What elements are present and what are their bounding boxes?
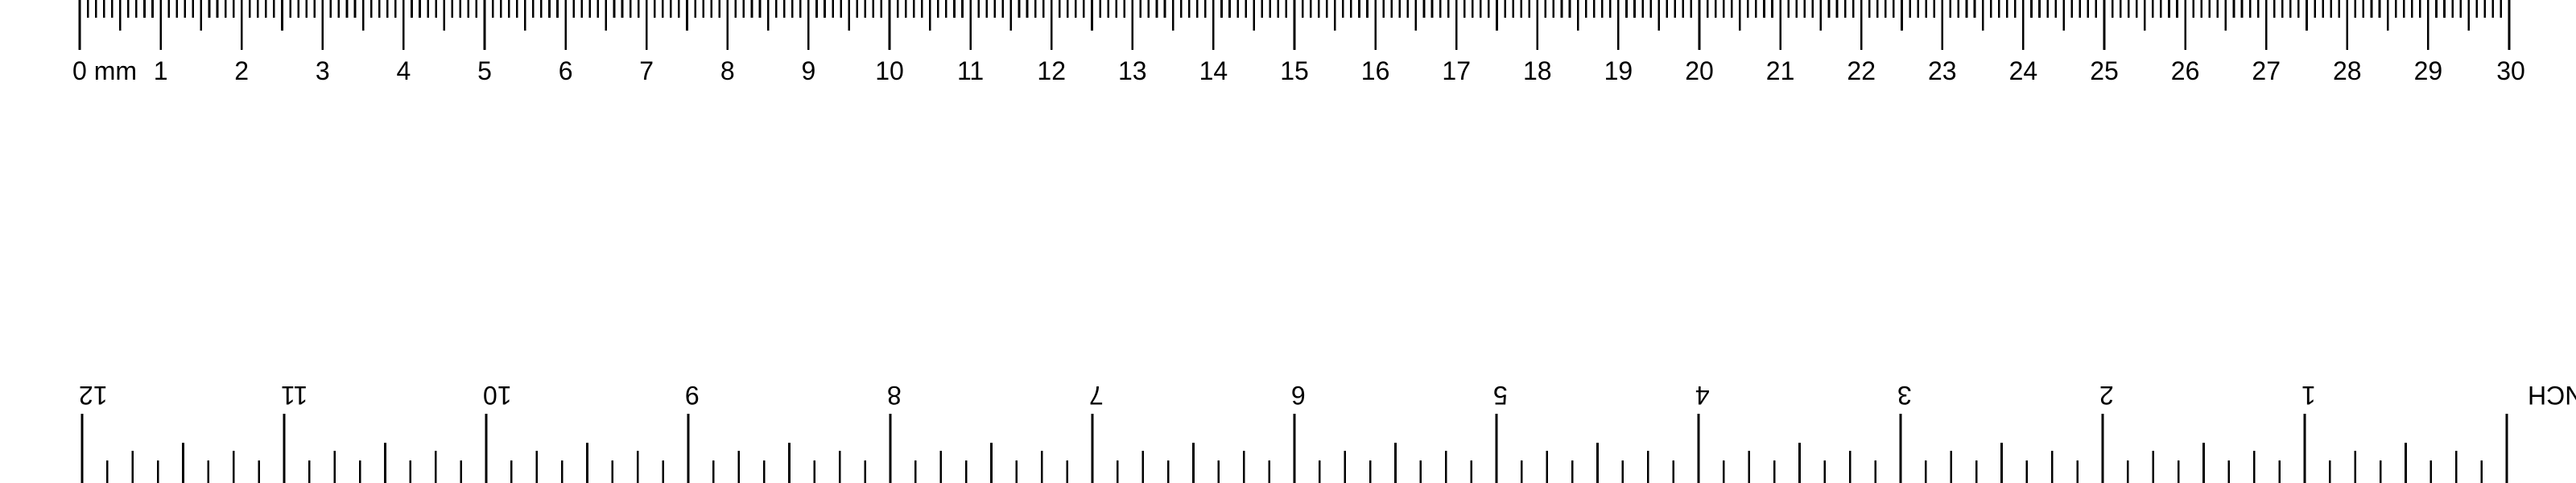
metric-cm-label: 11 xyxy=(957,56,984,85)
inch-ticks xyxy=(80,414,2508,483)
metric-cm-label: 6 xyxy=(559,56,573,85)
metric-cm-label: 27 xyxy=(2252,56,2281,85)
metric-cm-label: 2 xyxy=(234,56,249,85)
inch-label: 9 xyxy=(685,381,700,410)
metric-cm-label: 20 xyxy=(1685,56,1714,85)
inch-label: 11 xyxy=(281,381,308,410)
metric-cm-label: 9 xyxy=(802,56,816,85)
inch-unit-label: 0 INCH xyxy=(2528,381,2576,410)
metric-labels: 1 2 3 4 5 6 7 8 9 10 11 12 13 14 15 16 17 18 19 20 21 22 23 24 2… xyxy=(154,56,2525,85)
metric-cm-label: 26 xyxy=(2171,56,2200,85)
inch-label: 7 xyxy=(1089,381,1104,410)
metric-cm-label: 29 xyxy=(2414,56,2443,85)
inch-label: 10 xyxy=(483,381,512,410)
metric-cm-label: 18 xyxy=(1523,56,1552,85)
metric-cm-label: 10 xyxy=(875,56,904,85)
metric-cm-label: 21 xyxy=(1766,56,1795,85)
metric-cm-label: 22 xyxy=(1847,56,1876,85)
metric-cm-label: 19 xyxy=(1604,56,1633,85)
metric-cm-label: 23 xyxy=(1928,56,1957,85)
metric-cm-label: 28 xyxy=(2333,56,2362,85)
metric-cm-label: 5 xyxy=(477,56,492,85)
inch-label: 8 xyxy=(887,381,902,410)
metric-cm-label: 24 xyxy=(2009,56,2038,85)
metric-cm-label: 7 xyxy=(639,56,654,85)
metric-cm-label: 8 xyxy=(720,56,735,85)
metric-cm-label: 30 xyxy=(2496,56,2525,85)
metric-cm-label: 4 xyxy=(397,56,411,85)
metric-cm-label: 14 xyxy=(1199,56,1228,85)
metric-cm-label: 12 xyxy=(1037,56,1066,85)
metric-cm-label: 3 xyxy=(316,56,330,85)
metric-ticks xyxy=(78,0,2511,50)
inch-label: 4 xyxy=(1695,381,1710,410)
inch-label: 3 xyxy=(1897,381,1912,410)
metric-cm-label: 17 xyxy=(1442,56,1471,85)
inch-label: 2 xyxy=(2099,381,2114,410)
metric-cm-label: 1 xyxy=(154,56,168,85)
inch-label: 12 xyxy=(79,381,108,410)
metric-cm-label: 13 xyxy=(1118,56,1147,85)
inch-label: 1 xyxy=(2301,381,2316,410)
inch-label: 6 xyxy=(1291,381,1306,410)
metric-cm-label: 16 xyxy=(1361,56,1390,85)
metric-unit-label: 0 mm xyxy=(72,56,137,85)
metric-cm-label: 25 xyxy=(2090,56,2119,85)
metric-ruler: 0 mm 1 2 3 4 5 6 7 8 9 10 11 12 13 14 15 16 17 18 19 20 21 22… xyxy=(72,0,2525,85)
metric-cm-label: 15 xyxy=(1280,56,1309,85)
inch-label: 5 xyxy=(1493,381,1508,410)
